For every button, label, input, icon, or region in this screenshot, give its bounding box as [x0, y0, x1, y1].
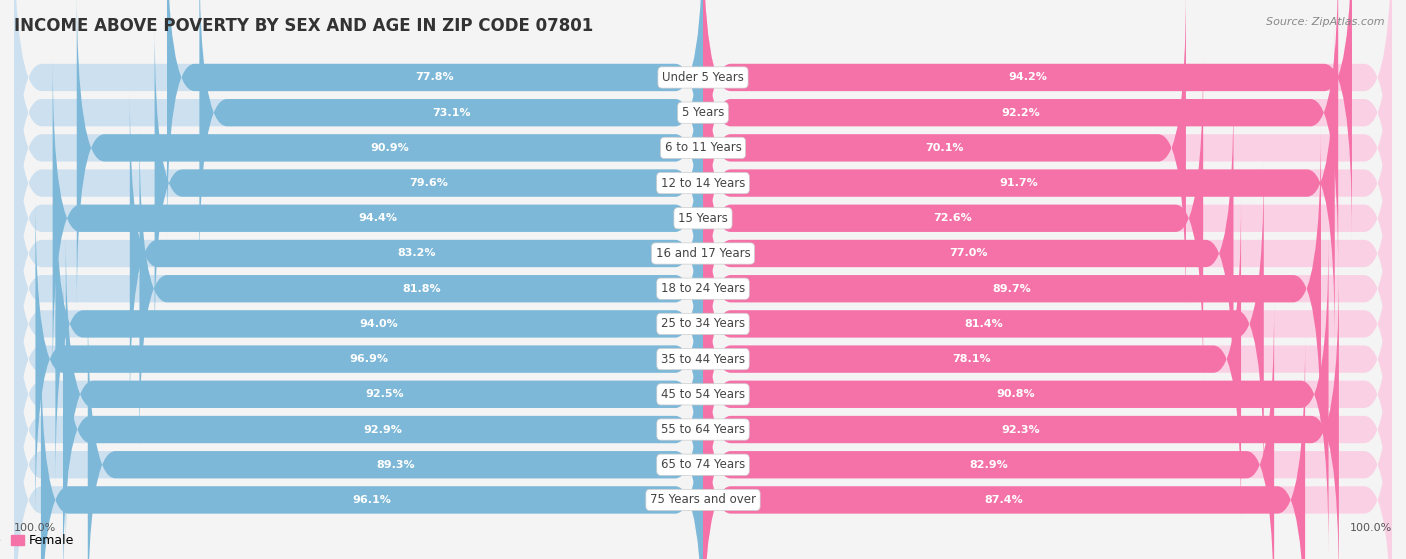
FancyBboxPatch shape	[167, 0, 703, 240]
FancyBboxPatch shape	[87, 302, 703, 559]
FancyBboxPatch shape	[703, 0, 1392, 275]
FancyBboxPatch shape	[14, 0, 703, 275]
Text: 12 to 14 Years: 12 to 14 Years	[661, 177, 745, 190]
FancyBboxPatch shape	[703, 91, 1392, 416]
Text: INCOME ABOVE POVERTY BY SEX AND AGE IN ZIP CODE 07801: INCOME ABOVE POVERTY BY SEX AND AGE IN Z…	[14, 17, 593, 35]
FancyBboxPatch shape	[14, 21, 703, 345]
Text: 83.2%: 83.2%	[396, 249, 436, 258]
Text: 78.1%: 78.1%	[953, 354, 991, 364]
FancyBboxPatch shape	[66, 232, 703, 557]
Text: 70.1%: 70.1%	[925, 143, 963, 153]
Text: 90.8%: 90.8%	[997, 389, 1035, 399]
FancyBboxPatch shape	[703, 232, 1392, 557]
FancyBboxPatch shape	[703, 0, 1185, 310]
Text: 16 and 17 Years: 16 and 17 Years	[655, 247, 751, 260]
Text: 100.0%: 100.0%	[1350, 523, 1392, 533]
Text: 6 to 11 Years: 6 to 11 Years	[665, 141, 741, 154]
Text: 96.9%: 96.9%	[350, 354, 388, 364]
FancyBboxPatch shape	[703, 21, 1334, 345]
FancyBboxPatch shape	[35, 197, 703, 522]
Text: 89.3%: 89.3%	[375, 459, 415, 470]
Text: Under 5 Years: Under 5 Years	[662, 71, 744, 84]
FancyBboxPatch shape	[14, 0, 703, 310]
FancyBboxPatch shape	[129, 91, 703, 416]
FancyBboxPatch shape	[14, 302, 703, 559]
Text: 82.9%: 82.9%	[969, 459, 1008, 470]
FancyBboxPatch shape	[703, 56, 1204, 381]
FancyBboxPatch shape	[14, 232, 703, 557]
Text: 77.8%: 77.8%	[416, 73, 454, 83]
Text: 77.0%: 77.0%	[949, 249, 987, 258]
Text: 81.8%: 81.8%	[402, 284, 440, 293]
FancyBboxPatch shape	[703, 56, 1392, 381]
FancyBboxPatch shape	[52, 56, 703, 381]
Text: 92.5%: 92.5%	[366, 389, 404, 399]
FancyBboxPatch shape	[703, 302, 1274, 559]
FancyBboxPatch shape	[14, 91, 703, 416]
FancyBboxPatch shape	[155, 21, 703, 345]
FancyBboxPatch shape	[139, 126, 703, 451]
FancyBboxPatch shape	[703, 162, 1264, 486]
Text: 75 Years and over: 75 Years and over	[650, 494, 756, 506]
FancyBboxPatch shape	[14, 56, 703, 381]
FancyBboxPatch shape	[703, 302, 1392, 559]
Text: 90.9%: 90.9%	[371, 143, 409, 153]
Text: 55 to 64 Years: 55 to 64 Years	[661, 423, 745, 436]
FancyBboxPatch shape	[703, 338, 1305, 559]
Text: 94.4%: 94.4%	[359, 214, 398, 223]
Text: 92.3%: 92.3%	[1001, 424, 1040, 434]
Legend: Male, Female: Male, Female	[0, 529, 79, 552]
Text: 25 to 34 Years: 25 to 34 Years	[661, 318, 745, 330]
Text: 15 Years: 15 Years	[678, 212, 728, 225]
FancyBboxPatch shape	[703, 197, 1392, 522]
Text: 81.4%: 81.4%	[965, 319, 1002, 329]
Text: Source: ZipAtlas.com: Source: ZipAtlas.com	[1267, 17, 1385, 27]
Text: 94.2%: 94.2%	[1008, 73, 1047, 83]
FancyBboxPatch shape	[703, 126, 1392, 451]
Text: 100.0%: 100.0%	[14, 523, 56, 533]
FancyBboxPatch shape	[14, 162, 703, 486]
FancyBboxPatch shape	[200, 0, 703, 275]
Text: 89.7%: 89.7%	[993, 284, 1032, 293]
Text: 45 to 54 Years: 45 to 54 Years	[661, 388, 745, 401]
FancyBboxPatch shape	[703, 0, 1392, 310]
FancyBboxPatch shape	[703, 338, 1392, 559]
FancyBboxPatch shape	[703, 232, 1329, 557]
Text: 35 to 44 Years: 35 to 44 Years	[661, 353, 745, 366]
Text: 5 Years: 5 Years	[682, 106, 724, 119]
Text: 92.9%: 92.9%	[364, 424, 402, 434]
FancyBboxPatch shape	[703, 162, 1392, 486]
FancyBboxPatch shape	[703, 21, 1392, 345]
FancyBboxPatch shape	[703, 267, 1339, 559]
Text: 65 to 74 Years: 65 to 74 Years	[661, 458, 745, 471]
FancyBboxPatch shape	[41, 338, 703, 559]
Text: 94.0%: 94.0%	[360, 319, 398, 329]
FancyBboxPatch shape	[14, 267, 703, 559]
Text: 87.4%: 87.4%	[984, 495, 1024, 505]
FancyBboxPatch shape	[703, 0, 1339, 275]
Text: 96.1%: 96.1%	[353, 495, 391, 505]
Text: 18 to 24 Years: 18 to 24 Years	[661, 282, 745, 295]
Text: 72.6%: 72.6%	[934, 214, 973, 223]
Text: 92.2%: 92.2%	[1001, 108, 1040, 118]
FancyBboxPatch shape	[14, 126, 703, 451]
FancyBboxPatch shape	[63, 267, 703, 559]
FancyBboxPatch shape	[703, 0, 1353, 240]
FancyBboxPatch shape	[55, 162, 703, 486]
FancyBboxPatch shape	[703, 126, 1322, 451]
FancyBboxPatch shape	[703, 0, 1392, 240]
FancyBboxPatch shape	[703, 91, 1233, 416]
FancyBboxPatch shape	[14, 338, 703, 559]
FancyBboxPatch shape	[14, 0, 703, 240]
FancyBboxPatch shape	[14, 197, 703, 522]
Text: 91.7%: 91.7%	[1000, 178, 1038, 188]
Text: 73.1%: 73.1%	[432, 108, 471, 118]
FancyBboxPatch shape	[703, 267, 1392, 559]
Text: 79.6%: 79.6%	[409, 178, 449, 188]
FancyBboxPatch shape	[703, 197, 1241, 522]
FancyBboxPatch shape	[77, 0, 703, 310]
